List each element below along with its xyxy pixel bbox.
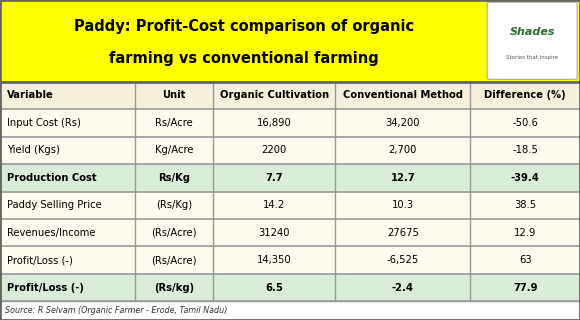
Text: 7.7: 7.7: [266, 173, 283, 183]
Text: 27675: 27675: [387, 228, 419, 238]
Bar: [0, 164, 580, 191]
Text: -6,525: -6,525: [387, 255, 419, 265]
Text: Variable: Variable: [7, 90, 54, 100]
Bar: [0, 274, 580, 301]
Text: 6.5: 6.5: [266, 283, 283, 293]
Text: Profit/Loss (-): Profit/Loss (-): [7, 255, 73, 265]
Text: Profit/Loss (-): Profit/Loss (-): [7, 283, 84, 293]
Text: Revenues/Income: Revenues/Income: [7, 228, 96, 238]
Text: (Rs/Kg): (Rs/Kg): [156, 200, 192, 210]
Text: -39.4: -39.4: [511, 173, 539, 183]
Text: -50.6: -50.6: [512, 118, 538, 128]
Text: Source: R Selvam (Organic Farmer - Erode, Tamil Nadu): Source: R Selvam (Organic Farmer - Erode…: [5, 306, 227, 315]
Text: 12.9: 12.9: [514, 228, 536, 238]
Text: Difference (%): Difference (%): [484, 90, 566, 100]
Text: Rs/Kg: Rs/Kg: [158, 173, 190, 183]
Text: 14.2: 14.2: [263, 200, 285, 210]
Text: Stories that inspire: Stories that inspire: [506, 55, 558, 60]
Text: (Rs/Acre): (Rs/Acre): [151, 228, 197, 238]
Text: Organic Cultivation: Organic Cultivation: [220, 90, 329, 100]
Text: 63: 63: [519, 255, 531, 265]
Text: Conventional Method: Conventional Method: [343, 90, 463, 100]
Bar: [0, 246, 580, 274]
Text: 12.7: 12.7: [390, 173, 415, 183]
Text: Input Cost (Rs): Input Cost (Rs): [7, 118, 81, 128]
Text: (Rs/Acre): (Rs/Acre): [151, 255, 197, 265]
Text: 16,890: 16,890: [257, 118, 292, 128]
Text: Kg/Acre: Kg/Acre: [155, 145, 193, 155]
Text: Shades: Shades: [509, 27, 555, 37]
Text: (Rs/kg): (Rs/kg): [154, 283, 194, 293]
Text: 38.5: 38.5: [514, 200, 536, 210]
Text: Paddy: Profit-Cost comparison of organic: Paddy: Profit-Cost comparison of organic: [74, 19, 414, 34]
Bar: [0, 219, 580, 246]
Text: 34,200: 34,200: [386, 118, 420, 128]
Text: 10.3: 10.3: [392, 200, 414, 210]
Bar: [0, 191, 580, 219]
Text: Unit: Unit: [162, 90, 186, 100]
Text: Yield (Kgs): Yield (Kgs): [7, 145, 60, 155]
Text: farming vs conventional farming: farming vs conventional farming: [108, 51, 379, 66]
Bar: [0, 0, 580, 82]
Text: Rs/Acre: Rs/Acre: [155, 118, 193, 128]
Text: Production Cost: Production Cost: [7, 173, 97, 183]
Text: 2200: 2200: [262, 145, 287, 155]
Text: -2.4: -2.4: [392, 283, 414, 293]
Text: Paddy Selling Price: Paddy Selling Price: [7, 200, 101, 210]
Text: 77.9: 77.9: [513, 283, 538, 293]
Bar: [0, 109, 580, 137]
Text: 31240: 31240: [259, 228, 290, 238]
Text: 14,350: 14,350: [257, 255, 292, 265]
Text: -18.5: -18.5: [512, 145, 538, 155]
Text: 2,700: 2,700: [389, 145, 417, 155]
Bar: [0, 137, 580, 164]
FancyBboxPatch shape: [487, 2, 577, 79]
Bar: [0, 82, 580, 109]
